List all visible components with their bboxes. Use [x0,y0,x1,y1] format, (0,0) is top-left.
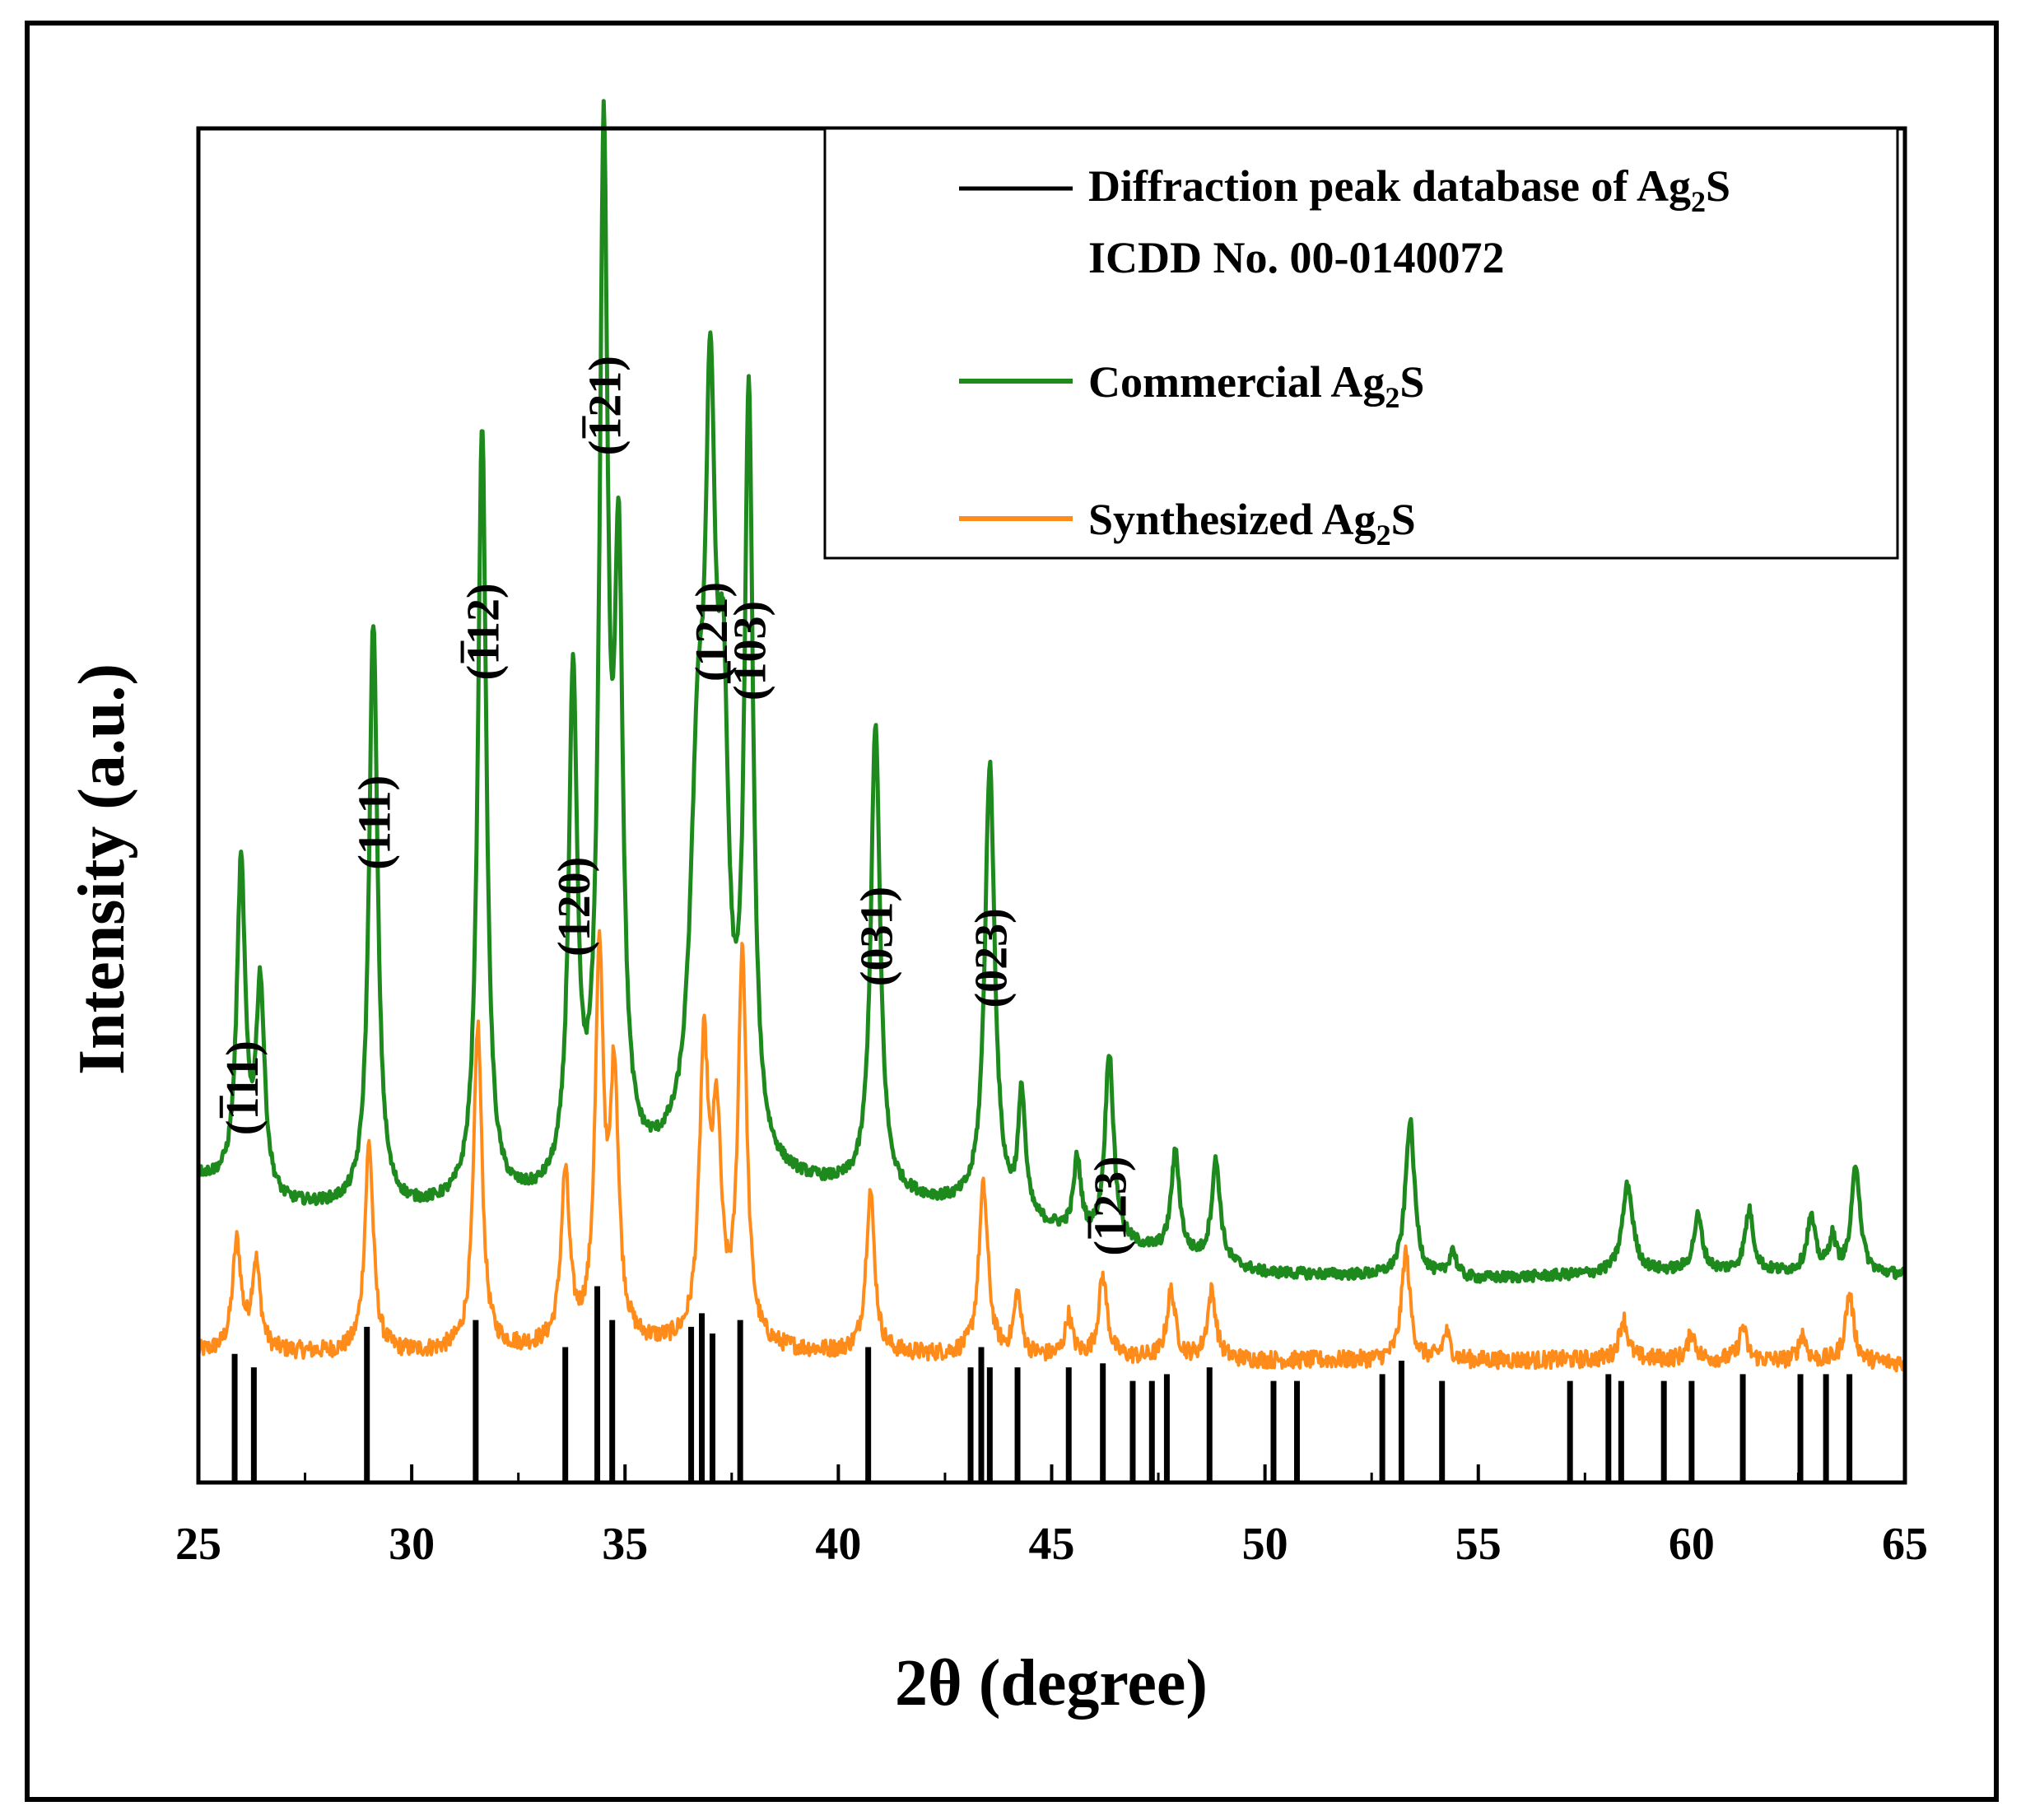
x-tick-label: 35 [602,1519,648,1570]
peak-label: (103) [725,601,776,701]
peak-label-group: (103) [725,601,776,701]
peak-label: (111) [350,775,401,870]
legend-label-synthesized: Synthesized Ag2S [1088,495,1416,552]
peak-label-group: (123) [1086,1156,1137,1255]
legend: Diffraction peak database of Ag2S ICDD N… [823,127,1899,560]
x-tick-label: 45 [1029,1519,1075,1570]
peak-label: (121) [580,356,631,455]
legend-label-database-id: ICDD No. 00-0140072 [1088,233,1505,282]
x-tick-label: 40 [815,1519,861,1570]
peak-label-group: (112) [459,583,510,680]
peak-label: (031) [852,887,903,986]
series-layer [197,99,1907,1373]
peak-label: (023) [966,908,1017,1008]
reference-peaks [231,1286,1853,1483]
peak-label: (111) [217,1040,268,1135]
x-tick-label: 30 [389,1519,435,1570]
peak-label-group: (031) [852,887,903,986]
x-axis-ticks: 25 30 35 40 45 50 55 60 65 [175,1464,1928,1570]
peak-label: (123) [1086,1156,1137,1255]
x-tick-label: 50 [1242,1519,1288,1570]
x-tick-label: 55 [1455,1519,1502,1570]
peak-label-group: (023) [966,908,1017,1008]
x-tick-label: 25 [175,1519,221,1570]
x-tick-label: 65 [1882,1519,1928,1570]
peak-label: (112) [459,583,510,680]
legend-box [823,127,1899,560]
peak-label-group: (120) [549,857,600,957]
xrd-chart: 25 30 35 40 45 50 55 60 65 (111) (111) (112) (120) (… [66,99,1928,1720]
x-axis-title: 2θ (degree) [895,1647,1208,1720]
peak-label-group: (121) [580,356,631,455]
y-axis-title: Intensity (a.u.) [66,663,138,1075]
legend-label-commercial: Commercial Ag2S [1088,357,1424,414]
legend-label-database: Diffraction peak database of Ag2S [1088,161,1730,218]
peak-label: (120) [549,857,600,957]
peak-annotations: (111)(111)(112)(120)(121)(121)(103)(031)… [217,356,1137,1255]
synthesized-series-line [197,929,1907,1373]
x-tick-label: 60 [1669,1519,1715,1570]
peak-label-group: (111) [350,775,401,870]
peak-label-group: (111) [217,1040,268,1135]
commercial-series-line [197,99,1907,1284]
